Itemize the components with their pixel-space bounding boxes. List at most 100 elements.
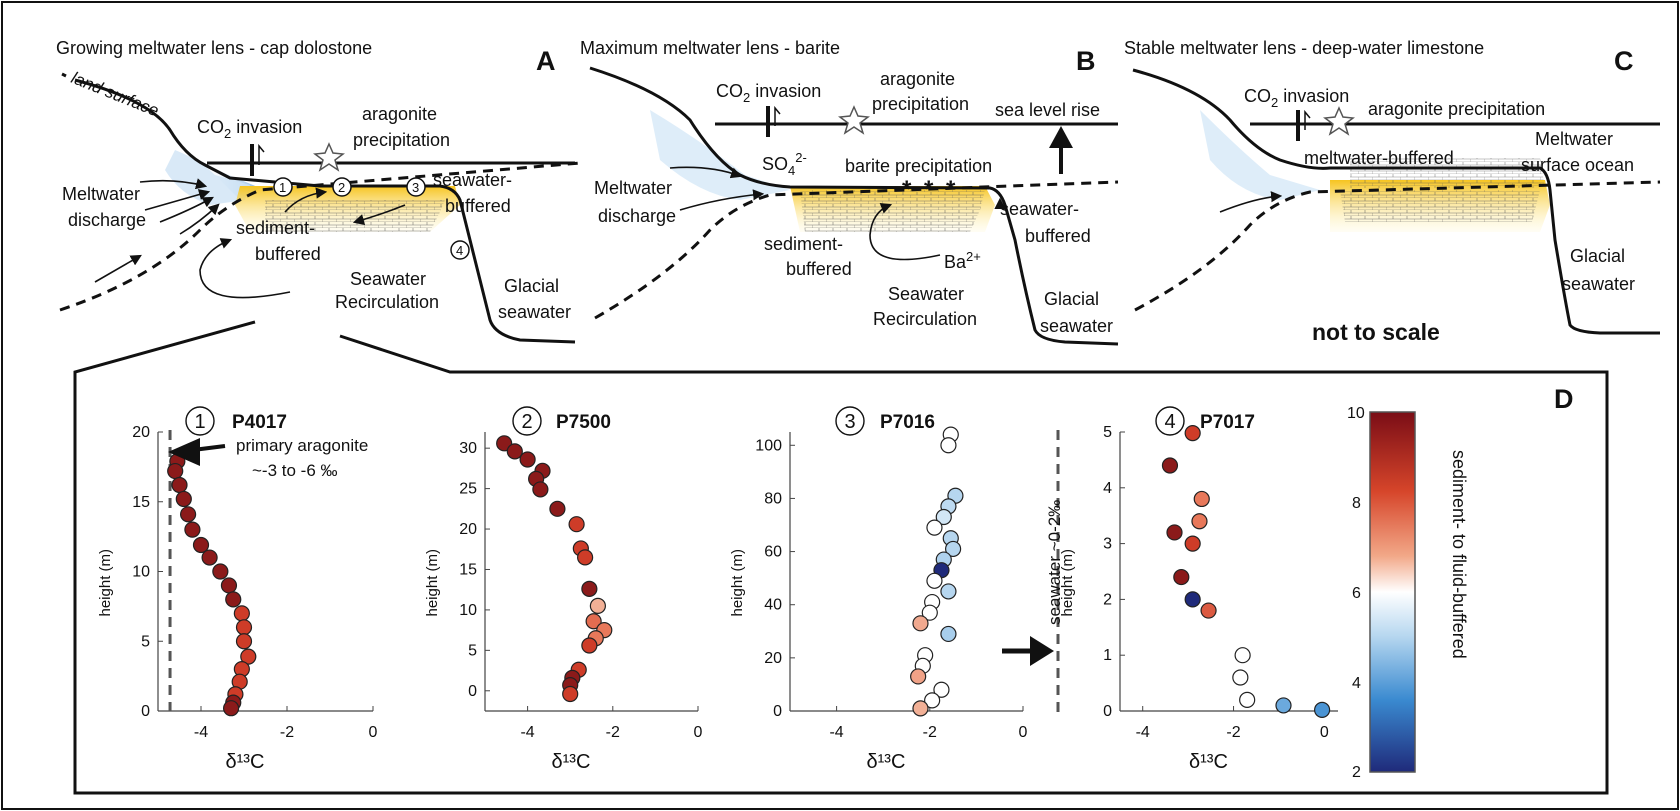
- data-point: [225, 591, 242, 608]
- panel-d-letter: D: [1554, 384, 1574, 414]
- data-point: [944, 540, 962, 558]
- scatter-plot-2: -4 -2 0 0 5 10 15 20 25 30 δ¹³C height (m) 2 P7500: [424, 406, 703, 773]
- x-axis-label: δ¹³C: [867, 751, 906, 773]
- data-point: [549, 500, 566, 517]
- meltwater-discharge-b: Meltwater discharge: [594, 178, 676, 226]
- x-tick-label: -2: [923, 724, 937, 741]
- seawater-note: seawater ~0-2‰: [1045, 500, 1064, 625]
- data-point: [1275, 697, 1292, 714]
- data-point: [912, 700, 929, 717]
- data-point: [940, 437, 957, 454]
- data-point: [506, 443, 523, 460]
- data-point: [235, 619, 253, 636]
- data-point: [496, 435, 513, 452]
- data-point: [171, 476, 188, 494]
- svg-text:2: 2: [1352, 764, 1361, 781]
- data-point: [585, 613, 602, 630]
- svg-text:3: 3: [412, 180, 419, 195]
- y-tick-label: 80: [764, 490, 782, 507]
- svg-text:1: 1: [279, 180, 286, 195]
- y-tick-label: 1: [1103, 647, 1112, 664]
- data-point: [1184, 535, 1201, 552]
- so4-label: SO42-: [762, 150, 807, 178]
- panel-b: Maximum meltwater lens - barite B CO2 in…: [580, 38, 1119, 346]
- y-tick-label: 5: [468, 642, 477, 659]
- panel-a-letter: A: [536, 46, 556, 76]
- svg-text:6: 6: [1352, 585, 1361, 602]
- data-point: [223, 700, 240, 717]
- y-tick-label: 40: [764, 597, 782, 614]
- scatter-plot-4: -4 -2 0 0 1 2 3 4 5 δ¹³C height (m) 4 P7017: [1059, 406, 1338, 773]
- star-icon: [1323, 106, 1355, 136]
- data-point: [1161, 457, 1179, 474]
- sediment-buffered-b: sediment-buffered: [764, 234, 852, 279]
- plot-title: P4017: [232, 412, 287, 433]
- data-point: [581, 580, 598, 597]
- ba-label: Ba2+: [944, 249, 981, 272]
- data-point: [1193, 490, 1210, 508]
- data-point: [233, 605, 250, 622]
- plot-title: P7017: [1200, 412, 1255, 433]
- data-point: [240, 648, 257, 665]
- data-point: [220, 577, 238, 594]
- x-tick-label: 0: [694, 724, 703, 741]
- glacial-c: Glacial seawater: [1562, 246, 1635, 294]
- data-point: [1232, 669, 1249, 686]
- barite-precipitation: barite precipitation: [845, 156, 992, 176]
- x-axis-label: δ¹³C: [1189, 751, 1228, 773]
- svg-text:*: *: [946, 176, 956, 203]
- colorbar-ticks: 10 8 6 4 2: [1347, 405, 1365, 781]
- land-surface-line: [61, 72, 576, 344]
- recirculation-a: Seawater Recirculation: [335, 269, 439, 312]
- star-icon: [838, 105, 870, 135]
- svg-text:8: 8: [1352, 495, 1361, 512]
- panel-c-title: Stable meltwater lens - deep-water limes…: [1124, 38, 1484, 58]
- data-point: [1200, 602, 1217, 619]
- y-tick-label: 0: [468, 683, 477, 700]
- colorbar-label: sediment- to fluid-buffered: [1449, 450, 1469, 659]
- y-tick-label: 5: [1103, 424, 1112, 441]
- glacial-a: Glacial seawater: [498, 276, 571, 322]
- data-point: [1173, 568, 1190, 586]
- svg-text:*: *: [924, 176, 934, 203]
- seawater-buffered-b: seawater-buffered: [1000, 199, 1091, 246]
- y-axis-label: height (m): [729, 549, 746, 617]
- site-number-circle: [512, 406, 542, 436]
- data-point: [175, 490, 192, 508]
- not-to-scale: not to scale: [1312, 319, 1440, 345]
- aragonite-b: aragonite precipitation: [872, 69, 969, 114]
- colorbar: [1369, 411, 1416, 773]
- x-tick-label: -2: [606, 724, 620, 741]
- y-tick-label: 5: [141, 633, 150, 650]
- aragonite-c: aragonite precipitation: [1368, 99, 1545, 119]
- sediment-buffered-a: sediment-buffered: [236, 218, 321, 264]
- data-point: [581, 637, 598, 654]
- x-tick-label: -4: [1136, 724, 1150, 741]
- co2-invasion-a: CO2 invasion: [197, 117, 302, 141]
- panel-c-letter: C: [1614, 46, 1634, 76]
- barite-asterisks: * * *: [902, 176, 956, 203]
- y-axis-label: height (m): [424, 549, 441, 617]
- data-point: [940, 625, 957, 643]
- y-axis-label: height (m): [97, 549, 114, 617]
- site-number: 2: [521, 411, 532, 433]
- x-axis-label: δ¹³C: [226, 751, 265, 773]
- data-point: [1314, 701, 1331, 718]
- plot-title: P7500: [556, 412, 611, 433]
- data-point: [212, 563, 229, 580]
- data-point: [577, 549, 594, 566]
- y-tick-label: 20: [764, 650, 782, 667]
- svg-text:10: 10: [1347, 405, 1365, 422]
- data-point: [1184, 425, 1201, 442]
- x-tick-label: -4: [520, 724, 534, 741]
- scatter-plot-3: -4 -2 0 0 20 40 60 80 100 δ¹³C height (m) 3 P7016: [729, 406, 1028, 773]
- recirculation-b: Seawater Recirculation: [873, 284, 977, 329]
- primary-aragonite-note: primary aragonite ~-3 to -6 ‰: [236, 436, 368, 480]
- data-point: [180, 506, 197, 523]
- data-point: [921, 604, 938, 621]
- data-point: [940, 583, 957, 600]
- data-point: [1166, 524, 1183, 541]
